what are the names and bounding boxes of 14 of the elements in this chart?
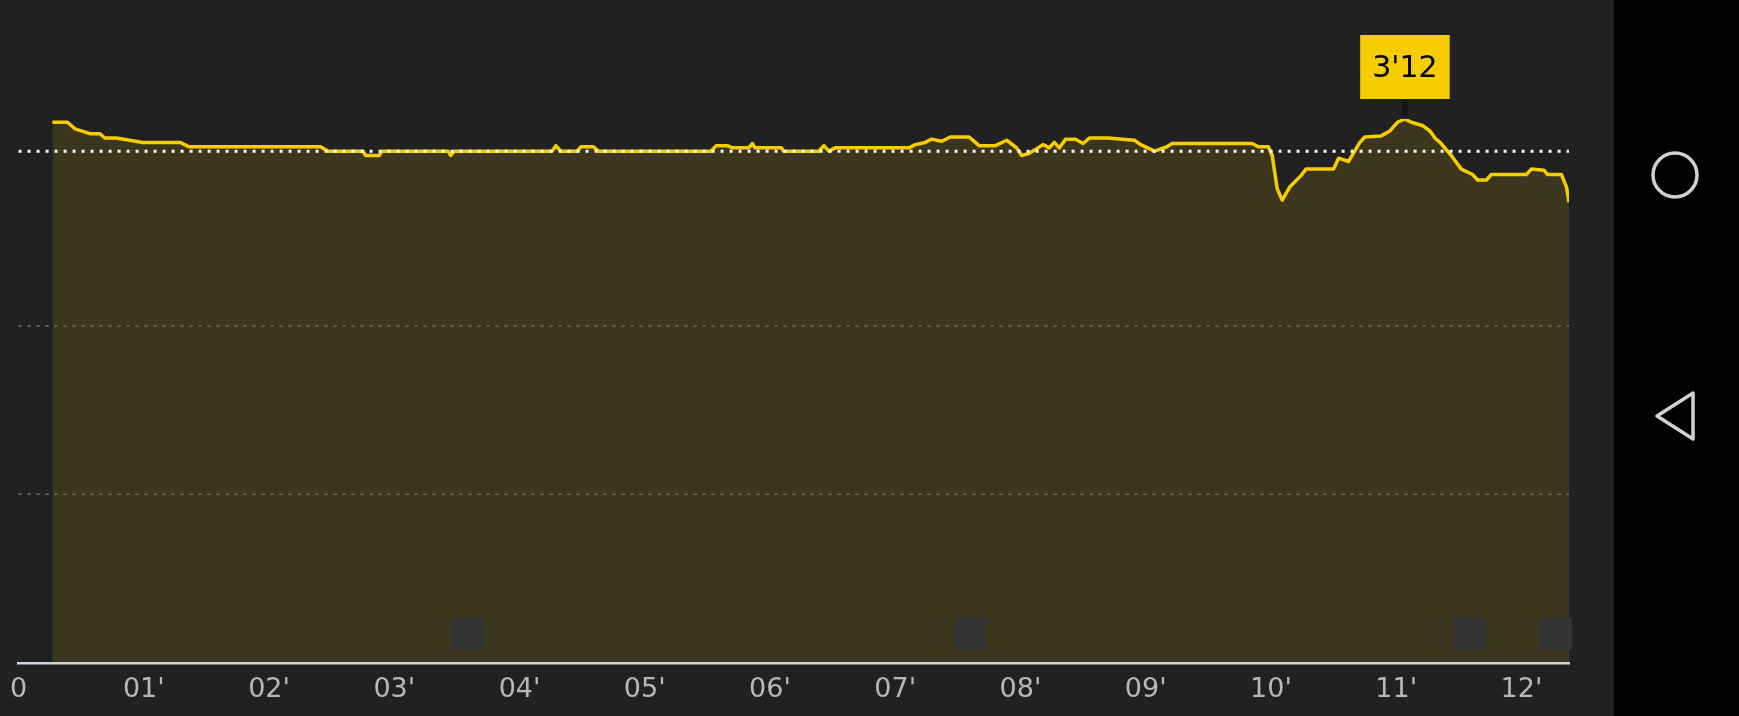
x-tick-label: 05' — [623, 671, 666, 703]
x-tick-label: 11' — [1375, 671, 1418, 703]
x-tick-label: 07' — [874, 671, 917, 703]
x-tick-label: 03' — [373, 671, 416, 703]
x-tick-label: 08' — [999, 671, 1042, 703]
x-tick-label: 0 — [10, 671, 28, 703]
x-tick-label: 09' — [1124, 671, 1167, 703]
x-tick-label: 10' — [1250, 671, 1292, 703]
x-tick-label: 12' — [1500, 671, 1543, 703]
x-tick-label: 04' — [498, 671, 541, 703]
x-tick-label: 02' — [248, 671, 290, 703]
annotation: 3'12 — [1372, 48, 1438, 84]
x-tick-label: 01' — [122, 671, 165, 703]
x-tick-label: 06' — [749, 671, 791, 703]
